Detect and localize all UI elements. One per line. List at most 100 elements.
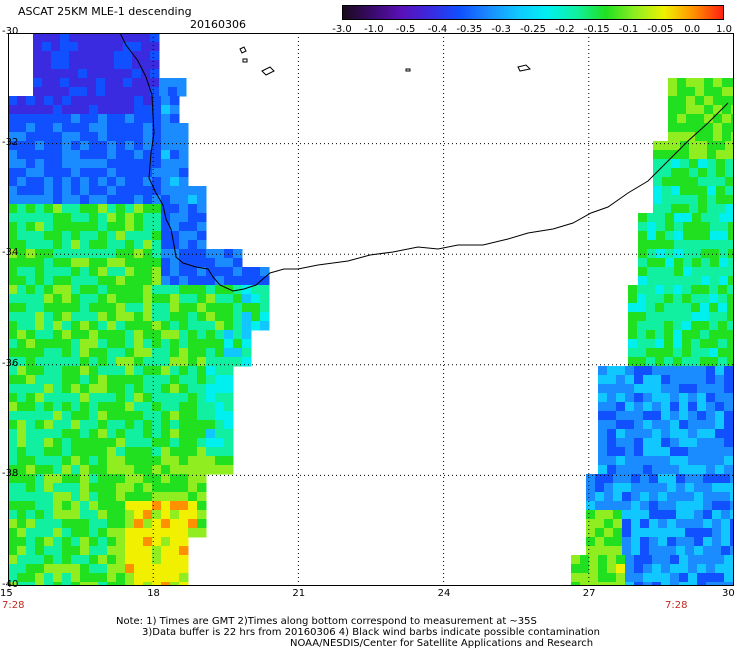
swath-cell <box>667 474 677 484</box>
swath-cell <box>35 303 45 313</box>
swath-cell <box>668 105 678 115</box>
swath-cell <box>724 564 734 574</box>
swath-cell <box>713 96 723 106</box>
colorbar-tick-label: -0.5 <box>395 24 416 35</box>
swath-cell <box>98 465 108 475</box>
swath-cell <box>62 186 72 196</box>
swath-cell <box>62 294 72 304</box>
swath-cell <box>670 465 680 475</box>
swath-cell <box>188 438 198 448</box>
swath-cell <box>107 366 117 376</box>
swath-cell <box>197 501 207 511</box>
swath-cell <box>33 33 43 43</box>
swath-cell <box>647 222 657 232</box>
swath-cell <box>686 96 696 106</box>
swath-cell <box>730 492 734 502</box>
swath-cell <box>664 339 674 349</box>
swath-cell <box>134 348 144 358</box>
swath-cell <box>188 420 198 430</box>
swath-cell <box>188 411 198 421</box>
swath-cell <box>141 60 151 70</box>
swath-cell <box>197 222 207 232</box>
swath-cell <box>150 42 160 52</box>
swath-cell <box>143 474 153 484</box>
swath-cell <box>670 375 680 385</box>
swath-cell <box>658 546 668 556</box>
swath-cell <box>80 546 90 556</box>
swath-cell <box>613 483 623 493</box>
swath-cell <box>697 384 707 394</box>
swath-cell <box>116 150 126 160</box>
swath-cell <box>607 582 617 586</box>
swath-cell <box>712 528 722 538</box>
swath-cell <box>598 564 608 574</box>
swath-cell <box>700 357 710 367</box>
swath-cell <box>17 168 27 178</box>
swath-cell <box>631 501 641 511</box>
swath-cell <box>718 357 728 367</box>
swath-cell <box>8 366 18 376</box>
swath-cell <box>586 519 596 529</box>
swath-cell <box>161 294 171 304</box>
swath-cell <box>215 339 225 349</box>
swath-cell <box>673 357 683 367</box>
colorbar-tick-label: -0.1 <box>618 24 639 35</box>
swath-cell <box>53 573 63 583</box>
swath-cell <box>71 393 81 403</box>
swath-cell <box>691 303 701 313</box>
swath-cell <box>716 177 726 187</box>
swath-cell <box>62 384 72 394</box>
swath-cell <box>179 321 189 331</box>
swath-cell <box>676 501 686 511</box>
swath-cell <box>161 330 171 340</box>
swath-cell <box>116 546 126 556</box>
swath-cell <box>658 483 668 493</box>
swath-cell <box>62 258 72 268</box>
swath-cell <box>17 105 27 115</box>
swath-cell <box>17 231 27 241</box>
swath-cell <box>71 258 81 268</box>
swath-cell <box>688 456 698 466</box>
swath-cell <box>96 69 106 79</box>
swath-cell <box>107 132 117 142</box>
swath-cell <box>179 438 189 448</box>
swath-cell <box>656 240 666 250</box>
swath-cell <box>116 276 126 286</box>
swath-cell <box>116 555 126 565</box>
swath-cell <box>80 195 90 205</box>
swath-cell <box>719 267 729 277</box>
swath-cell <box>710 249 720 259</box>
swath-cell <box>62 420 72 430</box>
swath-cell <box>53 276 63 286</box>
swath-cell <box>98 393 108 403</box>
swath-cell <box>224 411 234 421</box>
swath-cell <box>658 519 668 529</box>
swath-cell <box>674 240 684 250</box>
swath-cell <box>143 132 153 142</box>
swath-cell <box>26 483 36 493</box>
swath-cell <box>170 96 180 106</box>
swath-cell <box>35 114 45 124</box>
swath-cell <box>152 105 162 115</box>
swath-cell <box>727 321 734 331</box>
swath-cell <box>686 87 696 97</box>
swath-cell <box>628 348 638 358</box>
swath-cell <box>671 150 681 160</box>
swath-cell <box>53 366 63 376</box>
swath-cell <box>26 501 36 511</box>
swath-cell <box>179 429 189 439</box>
swath-cell <box>604 492 614 502</box>
swath-cell <box>123 78 133 88</box>
swath-cell <box>691 285 701 295</box>
swath-cell <box>728 258 734 268</box>
swath-cell <box>715 384 725 394</box>
swath-cell <box>188 510 198 520</box>
swath-cell <box>161 528 171 538</box>
swath-cell <box>132 60 142 70</box>
swath-cell <box>80 114 90 124</box>
swath-cell <box>17 330 27 340</box>
swath-cell <box>161 312 171 322</box>
swath-cell <box>616 456 626 466</box>
swath-cell <box>53 339 63 349</box>
swath-cell <box>35 483 45 493</box>
